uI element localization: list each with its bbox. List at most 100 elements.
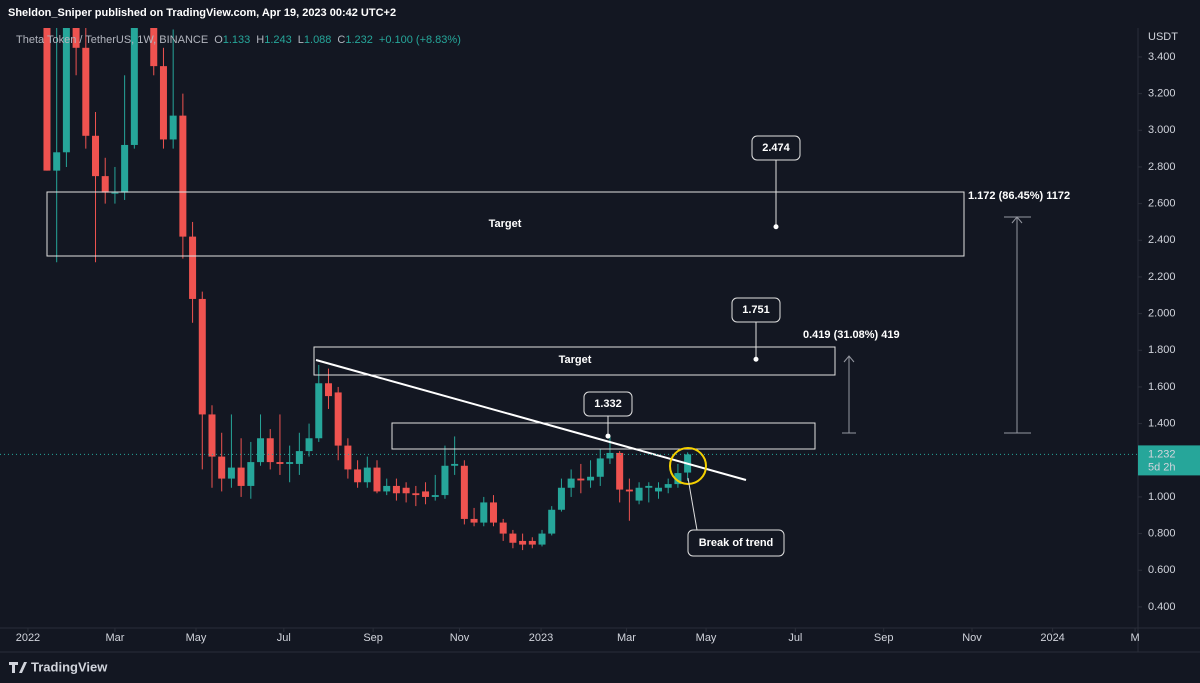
candle-body	[150, 28, 158, 67]
candle-body	[664, 484, 672, 488]
price-point	[773, 224, 779, 230]
x-tick-label: Jul	[277, 632, 291, 644]
candle-body	[237, 467, 245, 486]
y-tick-label: 0.600	[1148, 564, 1176, 576]
candle-body	[159, 66, 167, 140]
candle-body	[43, 28, 51, 171]
ohlc-letter: C	[337, 34, 345, 46]
candle-body	[363, 467, 371, 483]
candle-body	[402, 487, 410, 494]
x-tick-label: Mar	[105, 632, 124, 644]
candle-body	[557, 487, 565, 510]
candle-body	[247, 462, 255, 486]
candles	[43, 28, 692, 551]
ohlc-value: 1.133	[223, 34, 251, 46]
y-tick-label: 2.800	[1148, 161, 1176, 173]
candle-body	[169, 115, 177, 140]
currency: USDT	[1148, 31, 1178, 43]
x-tick-label: 2023	[529, 632, 553, 644]
candle-body	[577, 478, 585, 481]
callout-box	[751, 135, 801, 161]
callout-value: 1.751	[742, 304, 770, 316]
measure-label: 1.172 (86.45%) 1172	[968, 190, 1070, 202]
axes: 0.4000.6000.8001.0001.2001.4001.6001.800…	[16, 51, 1176, 644]
x-tick-label: May	[186, 632, 207, 644]
price-point	[605, 433, 611, 439]
candle-body	[548, 509, 556, 534]
y-tick-label: 3.000	[1148, 124, 1176, 136]
candle-body	[625, 489, 633, 492]
candle-body	[179, 115, 187, 237]
ohlc-value: 1.088	[304, 34, 332, 46]
ohlc-letter: L	[298, 34, 304, 46]
price-point	[753, 356, 759, 362]
candle-body	[227, 467, 235, 479]
callout-value: 2.474	[762, 142, 790, 154]
candle-body	[62, 28, 70, 153]
x-tick-label: Jul	[788, 632, 802, 644]
candle-body	[528, 540, 536, 545]
candle-body	[451, 463, 459, 466]
candle-body	[460, 465, 468, 519]
candle-body	[305, 438, 313, 452]
candle-body	[606, 452, 614, 459]
y-tick-label: 0.400	[1148, 601, 1176, 613]
y-tick-label: 0.800	[1148, 527, 1176, 539]
header: Sheldon_Sniper published on TradingView.…	[8, 7, 396, 19]
ohlc-letter: H	[256, 34, 264, 46]
highlight-circle	[669, 447, 707, 485]
y-tick-label: 2.400	[1148, 234, 1176, 246]
x-tick-label: Sep	[363, 632, 383, 644]
x-tick-label: Nov	[962, 632, 982, 644]
target-label: Target	[489, 218, 522, 230]
candle-body	[674, 473, 682, 485]
x-tick-label: 2024	[1040, 632, 1064, 644]
measure-label: 0.419 (31.08%) 419	[803, 329, 900, 341]
y-tick-label: 2.600	[1148, 198, 1176, 210]
countdown: 5d 2h	[1148, 461, 1176, 473]
candle-body	[499, 522, 507, 534]
candle-body	[121, 144, 129, 193]
candle-body	[101, 176, 109, 193]
candle-body	[489, 502, 497, 523]
candle-body	[189, 236, 197, 299]
candle-body	[383, 485, 391, 492]
ohlc-letter: O	[214, 34, 223, 46]
y-tick-label: 1.400	[1148, 418, 1176, 430]
candle-body	[130, 28, 138, 145]
candle-body	[509, 533, 517, 543]
candle-body	[257, 438, 265, 463]
target-label: Target	[559, 354, 592, 366]
change: +0.100 (+8.83%)	[379, 34, 461, 46]
candle-body	[441, 465, 449, 496]
candle-body	[198, 298, 206, 415]
x-tick-label: May	[696, 632, 717, 644]
zone-box	[391, 422, 816, 450]
callout-text: Break of trend	[699, 537, 774, 549]
candle-body	[480, 502, 488, 523]
x-tick-label: Nov	[450, 632, 470, 644]
y-tick-label: 1.800	[1148, 344, 1176, 356]
y-tick-label: 3.200	[1148, 88, 1176, 100]
logo	[9, 662, 27, 673]
x-tick-label: 2022	[16, 632, 40, 644]
candle-body	[645, 485, 653, 488]
candle-body	[208, 414, 216, 457]
measure-arrows	[842, 216, 1031, 434]
candle-body	[654, 487, 662, 492]
candle-body	[334, 392, 342, 446]
candle-body	[276, 462, 284, 464]
x-tick-label: M	[1131, 632, 1140, 644]
candle-body	[324, 383, 332, 397]
candle-body	[519, 540, 527, 545]
target-box	[313, 346, 836, 376]
target-box	[46, 191, 965, 257]
legend: Theta Token / TetherUS, 1W, BINANCE O1.13…	[16, 34, 461, 46]
y-tick-label: 1.000	[1148, 491, 1176, 503]
candle-body	[422, 491, 430, 497]
x-tick-label: Mar	[617, 632, 636, 644]
candle-body	[538, 533, 546, 545]
candle-body	[635, 487, 643, 501]
candle-body	[295, 451, 303, 464]
